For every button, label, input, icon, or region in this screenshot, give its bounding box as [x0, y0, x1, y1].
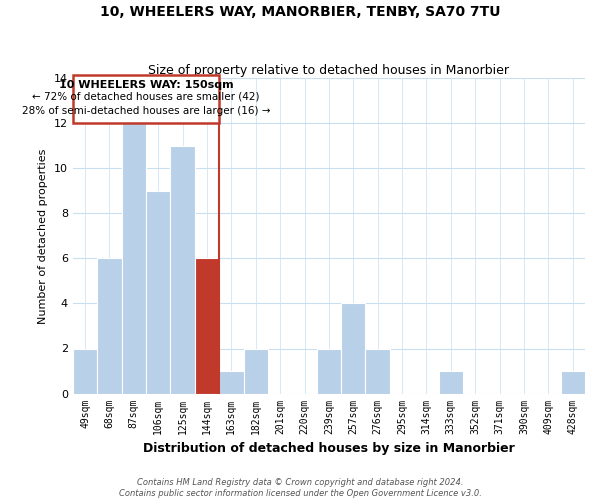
Bar — [317, 348, 341, 394]
Title: Size of property relative to detached houses in Manorbier: Size of property relative to detached ho… — [148, 64, 509, 77]
Bar — [560, 371, 585, 394]
FancyBboxPatch shape — [73, 75, 219, 123]
Y-axis label: Number of detached properties: Number of detached properties — [38, 148, 48, 324]
Bar — [73, 348, 97, 394]
Bar — [439, 371, 463, 394]
X-axis label: Distribution of detached houses by size in Manorbier: Distribution of detached houses by size … — [143, 442, 515, 455]
Text: 10, WHEELERS WAY, MANORBIER, TENBY, SA70 7TU: 10, WHEELERS WAY, MANORBIER, TENBY, SA70… — [100, 5, 500, 19]
Bar — [195, 258, 219, 394]
Bar — [122, 123, 146, 394]
Text: 10 WHEELERS WAY: 150sqm: 10 WHEELERS WAY: 150sqm — [59, 80, 233, 90]
Bar — [244, 348, 268, 394]
Bar — [170, 146, 195, 394]
Bar — [219, 371, 244, 394]
Bar — [365, 348, 390, 394]
Bar — [341, 304, 365, 394]
Text: Contains HM Land Registry data © Crown copyright and database right 2024.
Contai: Contains HM Land Registry data © Crown c… — [119, 478, 481, 498]
Bar — [146, 191, 170, 394]
Bar — [97, 258, 122, 394]
Text: ← 72% of detached houses are smaller (42): ← 72% of detached houses are smaller (42… — [32, 91, 260, 101]
Text: 28% of semi-detached houses are larger (16) →: 28% of semi-detached houses are larger (… — [22, 106, 270, 116]
